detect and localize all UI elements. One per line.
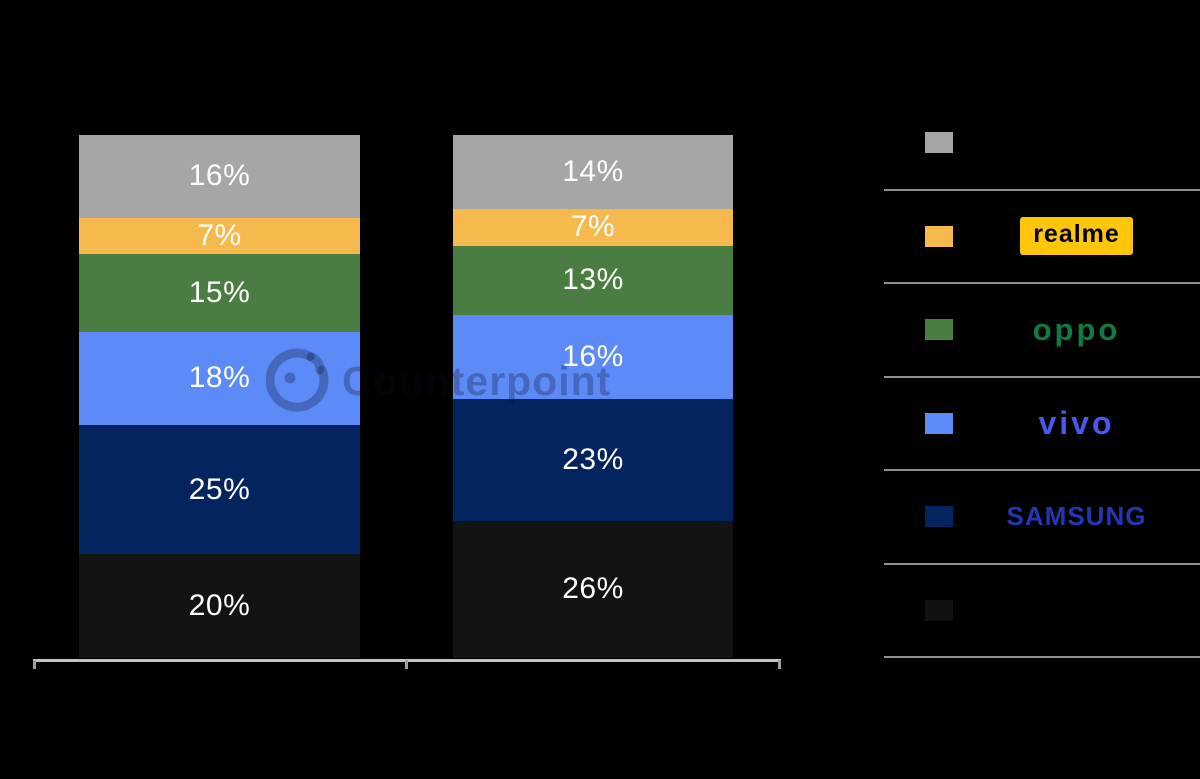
legend: realme oppo vivo SAMSUNG (884, 97, 1200, 658)
bar-segment-oppo: 13% (453, 245, 733, 315)
legend-logo-cell: oppo (953, 312, 1200, 348)
legend-logo-cell: realme (953, 217, 1200, 256)
legend-swatch (925, 132, 953, 154)
legend-swatch (925, 319, 953, 341)
segment-value-label: 14% (562, 154, 624, 188)
bar-segment-unlabeled-black: 26% (453, 520, 733, 658)
legend-swatch (925, 225, 953, 247)
vivo-logo: vivo (1038, 404, 1115, 441)
bar-segment-unlabeled-black: 20% (79, 554, 360, 658)
stacked-bar-right: 14% 7% 13% 16% 23% 26% (453, 135, 733, 658)
segment-value-label: 15% (188, 275, 251, 309)
oppo-logo: oppo (1032, 311, 1121, 347)
bar-segment-realme: 7% (79, 217, 360, 255)
bar-segment-others-gray: 16% (79, 135, 360, 218)
legend-logo-cell: vivo (953, 405, 1200, 442)
legend-row-realme: realme (884, 191, 1200, 284)
samsung-logo: SAMSUNG (1006, 501, 1147, 532)
bar-segment-oppo: 15% (79, 254, 360, 332)
segment-value-label: 18% (188, 361, 251, 395)
segment-value-label: 26% (562, 572, 624, 606)
x-axis-tick (405, 660, 408, 669)
segment-value-label: 7% (197, 218, 242, 252)
segment-value-label: 7% (570, 210, 616, 244)
legend-swatch (925, 412, 953, 434)
segment-value-label: 13% (562, 263, 624, 297)
legend-swatch (925, 506, 953, 528)
x-axis-tick (33, 660, 36, 669)
legend-row-vivo: vivo (884, 378, 1200, 471)
bar-segment-others-gray: 14% (453, 135, 733, 209)
bar-segment-vivo: 18% (79, 331, 360, 425)
legend-logo-cell: SAMSUNG (953, 501, 1200, 532)
legend-row-samsung: SAMSUNG (884, 471, 1200, 565)
legend-row (884, 97, 1200, 191)
segment-value-label: 25% (188, 472, 251, 506)
bar-segment-realme: 7% (453, 208, 733, 246)
bar-segment-vivo: 16% (453, 314, 733, 400)
segment-value-label: 23% (562, 442, 624, 476)
segment-value-label: 16% (562, 339, 624, 373)
segment-value-label: 16% (188, 159, 251, 193)
legend-swatch (925, 599, 953, 621)
legend-row (884, 565, 1200, 658)
stacked-bar-left: 16% 7% 15% 18% 25% 20% (79, 135, 360, 658)
legend-row-oppo: oppo (884, 284, 1200, 378)
bar-segment-samsung: 25% (79, 424, 360, 555)
bar-segment-samsung: 23% (453, 399, 733, 521)
segment-value-label: 20% (188, 589, 251, 623)
realme-logo: realme (1020, 217, 1133, 256)
x-axis-tick (778, 660, 781, 669)
